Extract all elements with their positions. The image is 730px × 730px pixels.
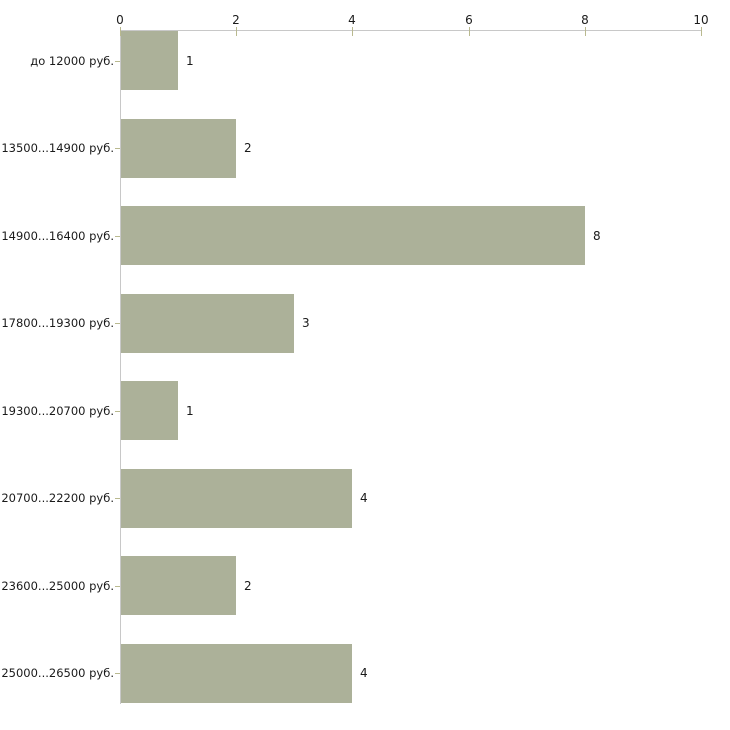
category-label: 14900...16400 руб.: [1, 228, 114, 243]
bar: [121, 31, 178, 90]
bar: [121, 381, 178, 440]
y-axis-tick: [115, 323, 120, 324]
x-tick-label: 6: [465, 13, 473, 27]
value-label: 8: [593, 228, 601, 243]
value-label: 4: [360, 666, 368, 680]
bar: [121, 118, 236, 178]
value-label: 1: [186, 403, 194, 418]
category-label: до 12000 руб.: [30, 53, 114, 68]
value-label: 2: [244, 141, 252, 155]
x-axis-tick: [352, 27, 353, 36]
bar: [121, 643, 352, 703]
bar: [121, 468, 352, 528]
bar: [121, 293, 294, 353]
value-label: 2: [244, 578, 252, 593]
x-tick-label: 2: [232, 13, 240, 27]
y-axis-tick: [115, 673, 120, 674]
x-axis-line: [120, 30, 702, 31]
y-axis-tick: [115, 411, 120, 412]
category-label: 19300...20700 руб.: [1, 403, 114, 418]
value-label: 1: [186, 53, 194, 68]
x-axis-tick: [469, 27, 470, 36]
y-axis-tick: [115, 236, 120, 237]
category-label: 25000...26500 руб.: [1, 666, 114, 680]
x-tick-label: 10: [693, 13, 709, 27]
y-axis-tick: [115, 148, 120, 149]
x-tick-label: 4: [348, 13, 356, 27]
x-tick-label: 8: [581, 13, 589, 27]
value-label: 3: [302, 316, 310, 330]
bar: [121, 556, 236, 615]
category-label: 13500...14900 руб.: [1, 141, 114, 155]
y-axis-tick: [115, 498, 120, 499]
x-axis-tick: [120, 27, 121, 36]
category-label: 20700...22200 руб.: [1, 491, 114, 505]
y-axis-tick: [115, 586, 120, 587]
y-axis-line: [120, 30, 121, 704]
category-label: 17800...19300 руб.: [1, 316, 114, 330]
x-tick-label: 0: [116, 13, 124, 27]
x-axis-tick: [236, 27, 237, 36]
bar: [121, 206, 585, 265]
category-label: 23600...25000 руб.: [1, 578, 114, 593]
x-axis-tick: [585, 27, 586, 36]
y-axis-tick: [115, 61, 120, 62]
value-label: 4: [360, 491, 368, 505]
x-axis-tick: [701, 27, 702, 36]
